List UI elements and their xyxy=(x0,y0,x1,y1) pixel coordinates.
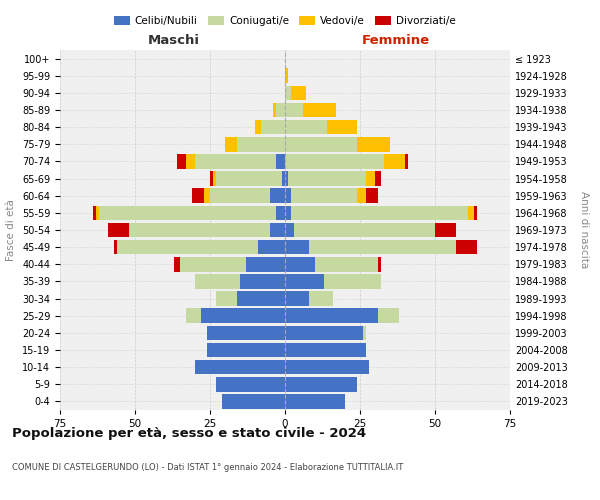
Bar xyxy=(363,326,366,340)
Bar xyxy=(195,154,276,168)
Bar xyxy=(285,360,369,374)
Bar xyxy=(378,257,381,272)
Bar xyxy=(192,188,204,203)
Bar xyxy=(282,172,285,186)
Bar xyxy=(216,172,282,186)
Bar xyxy=(285,154,384,168)
Bar xyxy=(180,257,246,272)
Bar xyxy=(291,188,357,203)
Bar xyxy=(285,137,357,152)
Bar xyxy=(129,222,270,238)
Bar xyxy=(285,342,366,357)
Bar xyxy=(288,172,366,186)
Bar xyxy=(285,308,378,323)
Bar xyxy=(207,326,285,340)
Bar xyxy=(315,257,378,272)
Bar xyxy=(246,257,285,272)
Bar xyxy=(285,188,291,203)
Bar xyxy=(285,394,345,408)
Bar xyxy=(291,86,306,100)
Bar xyxy=(207,342,285,357)
Bar xyxy=(285,377,357,392)
Bar xyxy=(327,120,357,134)
Bar xyxy=(225,137,237,152)
Bar xyxy=(210,172,213,186)
Bar xyxy=(204,188,210,203)
Bar xyxy=(237,292,285,306)
Text: COMUNE DI CASTELGERUNDO (LO) - Dati ISTAT 1° gennaio 2024 - Elaborazione TUTTITA: COMUNE DI CASTELGERUNDO (LO) - Dati ISTA… xyxy=(12,462,403,471)
Bar xyxy=(456,240,477,254)
Bar xyxy=(285,86,291,100)
Bar xyxy=(216,292,237,306)
Bar xyxy=(474,206,477,220)
Bar xyxy=(285,274,324,288)
Bar xyxy=(285,68,288,83)
Bar xyxy=(294,222,435,238)
Bar xyxy=(201,308,285,323)
Bar xyxy=(96,206,99,220)
Bar xyxy=(276,206,285,220)
Bar xyxy=(303,102,336,118)
Bar xyxy=(177,154,186,168)
Bar xyxy=(291,206,468,220)
Bar xyxy=(186,154,195,168)
Bar xyxy=(357,137,390,152)
Bar xyxy=(405,154,408,168)
Bar xyxy=(99,206,276,220)
Bar xyxy=(216,377,285,392)
Bar xyxy=(285,206,291,220)
Bar xyxy=(276,102,285,118)
Bar xyxy=(435,222,456,238)
Bar xyxy=(213,172,216,186)
Bar xyxy=(240,274,285,288)
Bar xyxy=(270,188,285,203)
Bar xyxy=(210,188,270,203)
Text: Popolazione per età, sesso e stato civile - 2024: Popolazione per età, sesso e stato civil… xyxy=(12,428,366,440)
Bar xyxy=(378,308,399,323)
Bar xyxy=(174,257,180,272)
Bar xyxy=(93,206,96,220)
Y-axis label: Anni di nascita: Anni di nascita xyxy=(579,192,589,268)
Bar xyxy=(273,102,276,118)
Bar xyxy=(285,172,288,186)
Bar xyxy=(285,292,309,306)
Bar xyxy=(108,222,129,238)
Bar xyxy=(366,188,378,203)
Bar xyxy=(324,274,381,288)
Bar xyxy=(114,240,117,254)
Bar xyxy=(309,240,456,254)
Text: Femmine: Femmine xyxy=(362,34,430,46)
Bar xyxy=(258,240,285,254)
Bar xyxy=(195,360,285,374)
Bar xyxy=(117,240,258,254)
Y-axis label: Fasce di età: Fasce di età xyxy=(7,199,16,261)
Bar xyxy=(357,188,366,203)
Text: Maschi: Maschi xyxy=(148,34,200,46)
Bar xyxy=(255,120,261,134)
Bar xyxy=(195,274,240,288)
Bar xyxy=(285,257,315,272)
Bar xyxy=(285,222,294,238)
Bar xyxy=(222,394,285,408)
Bar xyxy=(285,102,303,118)
Bar xyxy=(309,292,333,306)
Bar xyxy=(375,172,381,186)
Bar xyxy=(285,120,327,134)
Bar xyxy=(261,120,285,134)
Bar xyxy=(186,308,201,323)
Bar xyxy=(366,172,375,186)
Bar xyxy=(237,137,285,152)
Bar xyxy=(270,222,285,238)
Bar xyxy=(468,206,474,220)
Bar xyxy=(276,154,285,168)
Bar xyxy=(384,154,405,168)
Bar xyxy=(285,326,363,340)
Bar xyxy=(285,240,309,254)
Legend: Celibi/Nubili, Coniugati/e, Vedovi/e, Divorziati/e: Celibi/Nubili, Coniugati/e, Vedovi/e, Di… xyxy=(110,12,460,30)
